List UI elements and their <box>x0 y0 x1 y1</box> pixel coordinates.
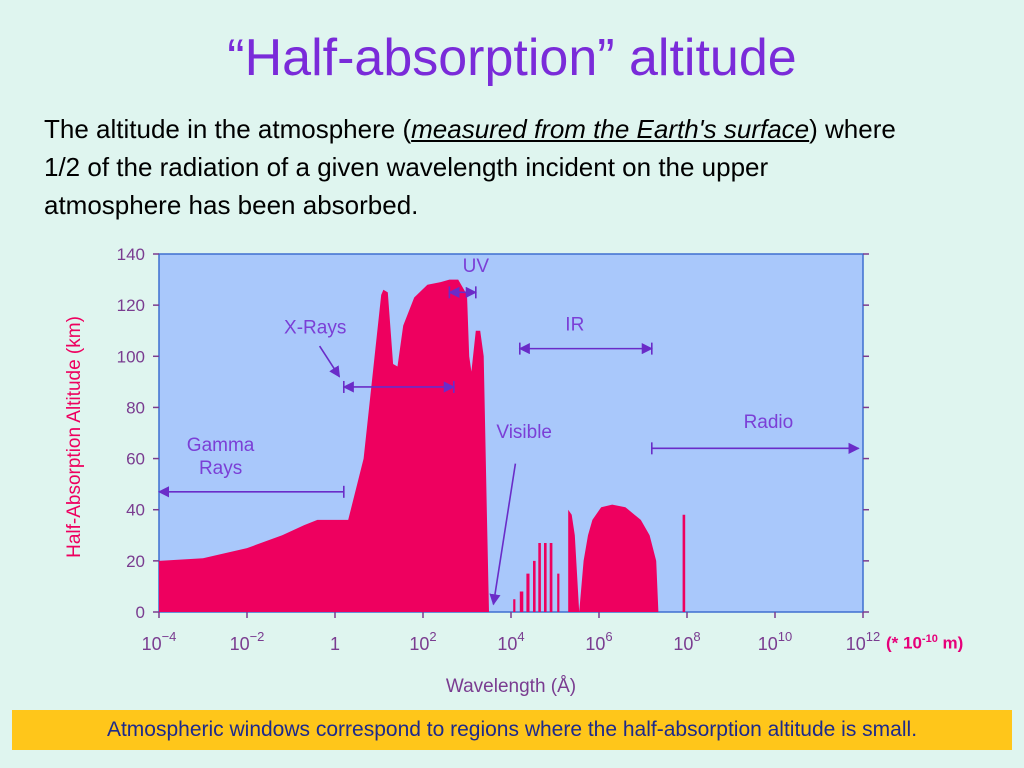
annotation-label: Visible <box>496 422 552 443</box>
y-tick-label: 20 <box>126 552 145 571</box>
unit-note-exponent: -10 <box>921 633 938 645</box>
y-axis-label: Half-Absorption Altitude (km) <box>64 316 85 558</box>
x-tick-label: 106 <box>585 629 612 654</box>
x-tick-label: 104 <box>497 629 524 654</box>
unit-note: (* 10-10 m) <box>886 633 963 654</box>
y-tick-label: 0 <box>136 603 145 622</box>
x-tick-label: 10−4 <box>142 629 177 654</box>
x-tick-label: 102 <box>409 629 436 654</box>
definition-text: The altitude in the atmosphere (measured… <box>44 110 904 224</box>
annotation-label: X-Rays <box>284 317 346 338</box>
annotation-label: Rays <box>199 458 242 479</box>
x-axis-label: Wavelength (Å) <box>446 676 576 697</box>
slide-title: “Half-absorption” altitude <box>227 29 797 87</box>
pointer-arrow-visible <box>489 463 517 606</box>
unit-note-suffix: m) <box>937 633 964 653</box>
y-tick-label: 100 <box>117 347 145 366</box>
annotation-label: Gamma <box>187 435 255 456</box>
unit-note-prefix: (* 10 <box>886 633 922 653</box>
y-tick-label: 40 <box>126 501 145 520</box>
footer-note: Atmospheric windows correspond to region… <box>12 710 1012 750</box>
annotation-label: UV <box>463 256 490 277</box>
definition-part-2: ) where 1/2 of the radiation of a given … <box>44 114 896 220</box>
annotation-label: Radio <box>744 412 794 433</box>
definition-emphasis: measured from the Earth's surface <box>411 114 810 144</box>
y-tick-label: 140 <box>117 245 145 264</box>
absorption-area-series-0 <box>159 279 863 612</box>
x-tick-label: 1 <box>330 634 340 654</box>
x-tick-label: 10−2 <box>230 629 265 654</box>
y-tick-label: 80 <box>126 398 145 417</box>
x-tick-label: 1010 <box>758 629 793 654</box>
pointer-arrow-xrays <box>318 345 341 378</box>
y-tick-label: 60 <box>126 450 145 469</box>
definition-part-1: The altitude in the atmosphere ( <box>44 114 412 144</box>
x-tick-label: 1012 <box>846 629 881 654</box>
annotation-label: IR <box>565 315 584 336</box>
x-tick-label: 108 <box>673 629 700 654</box>
y-tick-label: 120 <box>117 296 145 315</box>
